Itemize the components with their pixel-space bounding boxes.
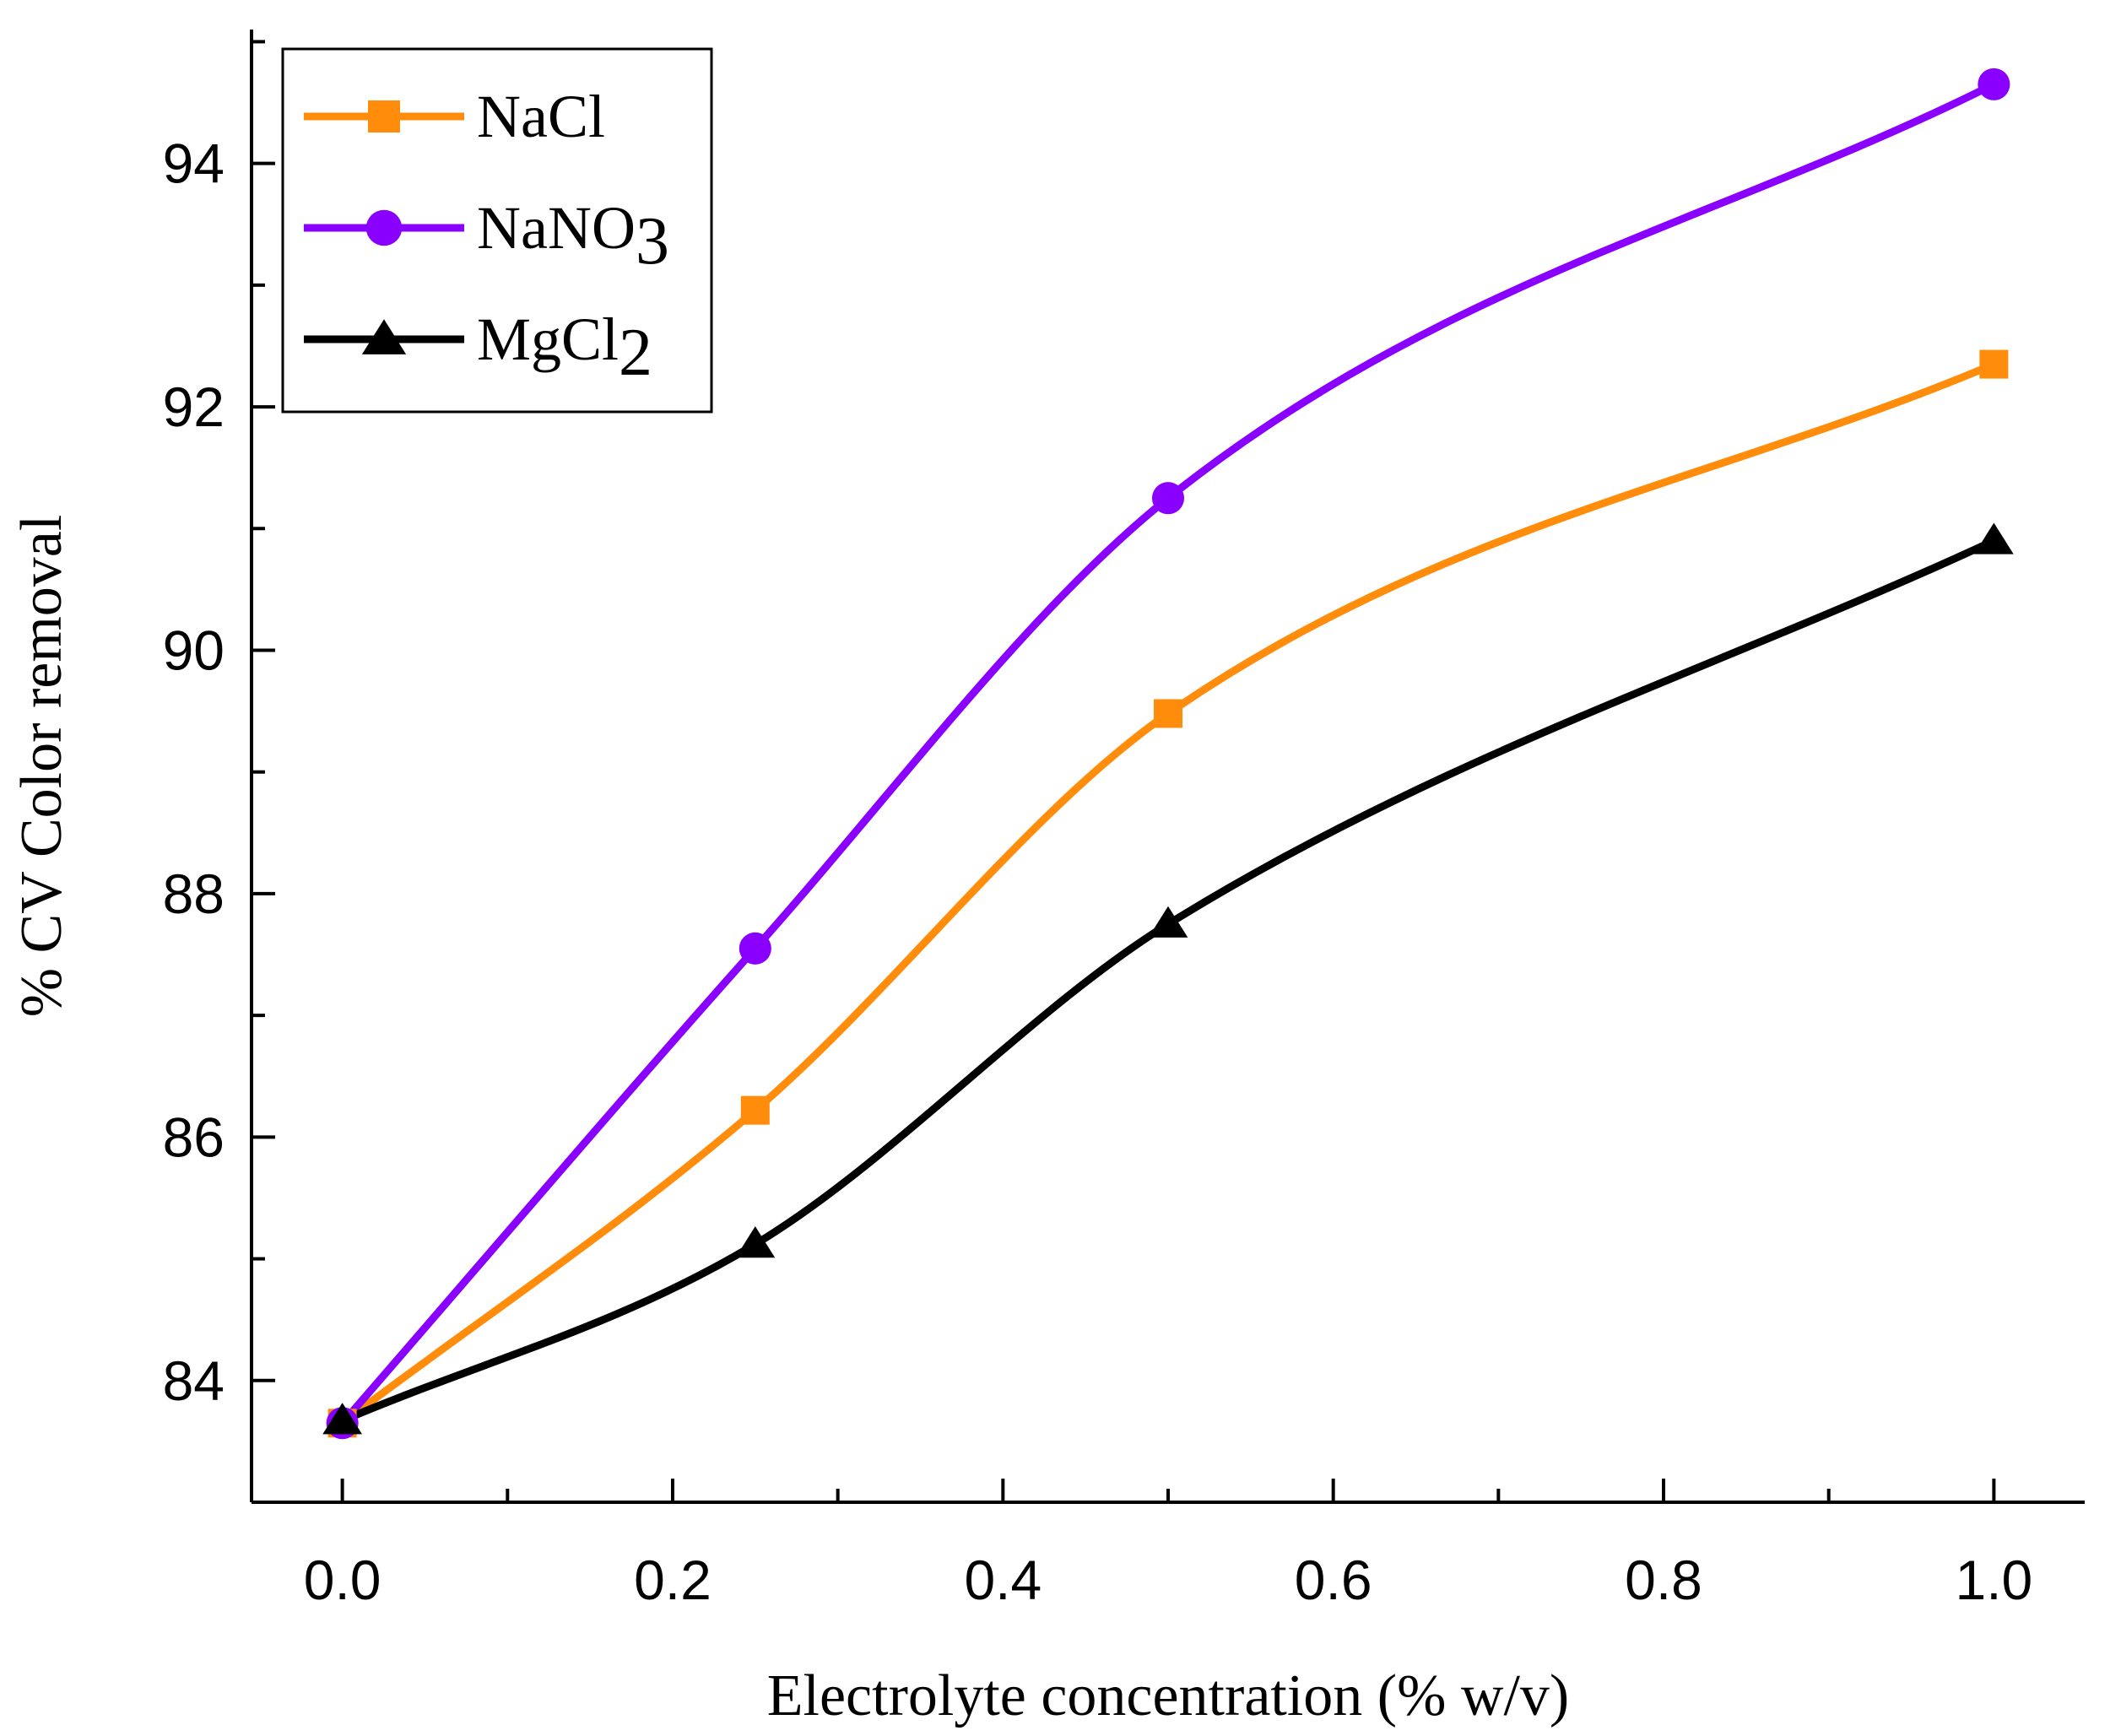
data-point-nacl xyxy=(1979,349,2009,379)
y-tick-label: 90 xyxy=(163,619,225,681)
axes-layer: 0.0 0.2 0.4 0.6 0.8 1.0 84 86 88 90 92 94 xyxy=(163,30,2085,1611)
series-line-nacl xyxy=(338,360,1998,1427)
data-point-mgcl2 xyxy=(322,1403,362,1435)
legend-marker-mgcl2 xyxy=(361,319,407,354)
legend-marker-nano3 xyxy=(365,209,403,246)
x-tick-label: 0.4 xyxy=(964,1549,1042,1611)
data-point-mgcl2 xyxy=(1148,906,1188,938)
series-line-nano3 xyxy=(338,80,1998,1427)
data-point-nacl xyxy=(740,1095,770,1125)
series-line-mgcl2 xyxy=(338,537,1998,1425)
y-tick-label: 84 xyxy=(163,1349,225,1412)
x-tick-label: 0.8 xyxy=(1625,1549,1702,1611)
data-point-mgcl2 xyxy=(1974,522,2014,554)
y-tick-label: 92 xyxy=(163,376,225,438)
y-axis-title: % CV Color removal xyxy=(9,515,74,1018)
data-point-nano3 xyxy=(739,932,771,965)
x-tick-label: 0.0 xyxy=(304,1549,381,1611)
data-point-nano3 xyxy=(1151,482,1185,515)
legend-label-nacl: NaCl xyxy=(477,83,605,150)
legend-label-mgcl2: MgCl2 xyxy=(477,306,652,390)
legend-marker-nacl xyxy=(368,100,400,132)
data-point-nano3 xyxy=(1978,68,2010,100)
y-tick-label: 94 xyxy=(163,132,225,195)
data-point-mgcl2 xyxy=(735,1226,776,1258)
series-layer xyxy=(322,68,2014,1440)
x-tick-label: 0.6 xyxy=(1295,1549,1372,1611)
data-point-nacl xyxy=(1154,699,1182,728)
x-axis-title: Electrolyte concentration (% w/v) xyxy=(767,1663,1569,1728)
legend: NaCl NaNO3 MgCl2 xyxy=(281,47,713,414)
y-tick-label: 88 xyxy=(163,863,225,925)
y-tick-label: 86 xyxy=(163,1106,225,1168)
legend-label-nano3: NaNO3 xyxy=(477,194,669,279)
x-tick-label: 0.2 xyxy=(634,1549,712,1611)
x-tick-label: 1.0 xyxy=(1956,1549,2033,1611)
